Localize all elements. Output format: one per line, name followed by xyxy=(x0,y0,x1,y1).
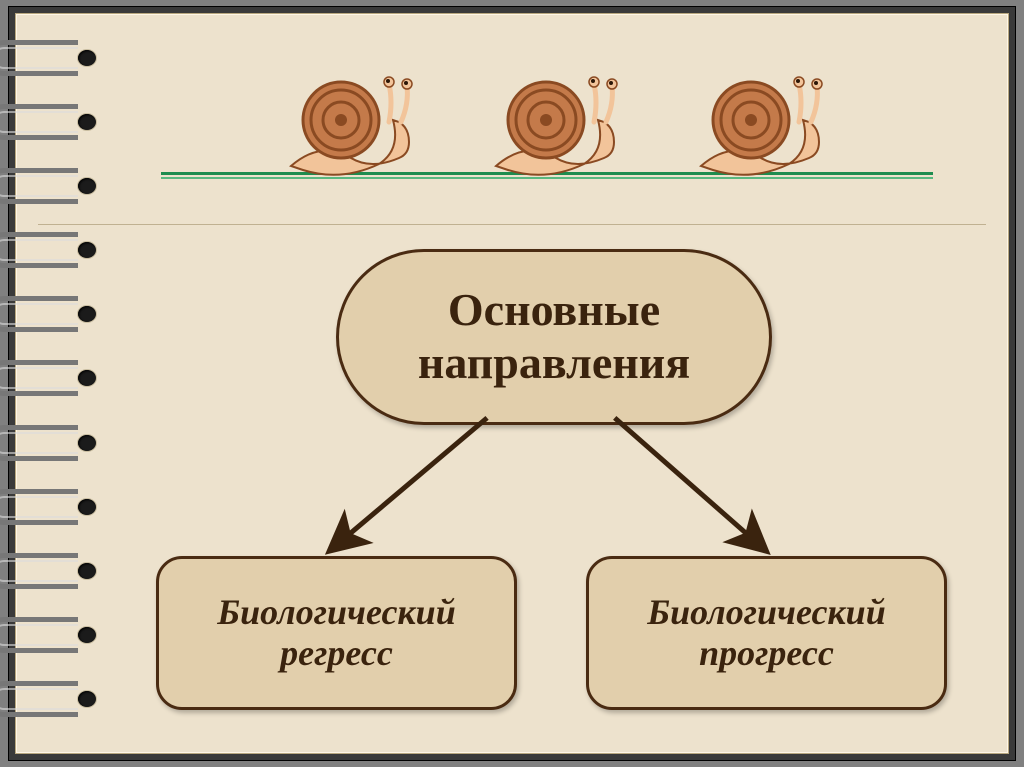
spiral-ring xyxy=(0,545,106,597)
root-node: Основныенаправления xyxy=(336,249,772,425)
child-node-left-label: Биологическийрегресс xyxy=(217,592,455,675)
horizontal-rule xyxy=(38,224,986,225)
outer-frame: Основныенаправления Биологическийрегресс… xyxy=(8,6,1016,761)
spiral-ring xyxy=(0,96,106,148)
spiral-ring xyxy=(0,609,106,661)
spiral-binding xyxy=(0,32,106,735)
root-node-label: Основныенаправления xyxy=(418,284,690,390)
spiral-ring xyxy=(0,288,106,340)
spiral-ring xyxy=(0,160,106,212)
spiral-ring xyxy=(0,417,106,469)
spiral-ring xyxy=(0,673,106,725)
notebook-page: Основныенаправления Биологическийрегресс… xyxy=(15,13,1009,754)
spiral-ring xyxy=(0,352,106,404)
snail-icon xyxy=(486,62,626,182)
snail-illustration-row xyxy=(281,60,918,190)
child-node-right-label: Биологическийпрогресс xyxy=(647,592,885,675)
spiral-ring xyxy=(0,481,106,533)
child-node-right: Биологическийпрогресс xyxy=(586,556,947,710)
child-node-left: Биологическийрегресс xyxy=(156,556,517,710)
snail-icon xyxy=(691,62,831,182)
spiral-ring xyxy=(0,224,106,276)
spiral-ring xyxy=(0,32,106,84)
snail-icon xyxy=(281,62,421,182)
